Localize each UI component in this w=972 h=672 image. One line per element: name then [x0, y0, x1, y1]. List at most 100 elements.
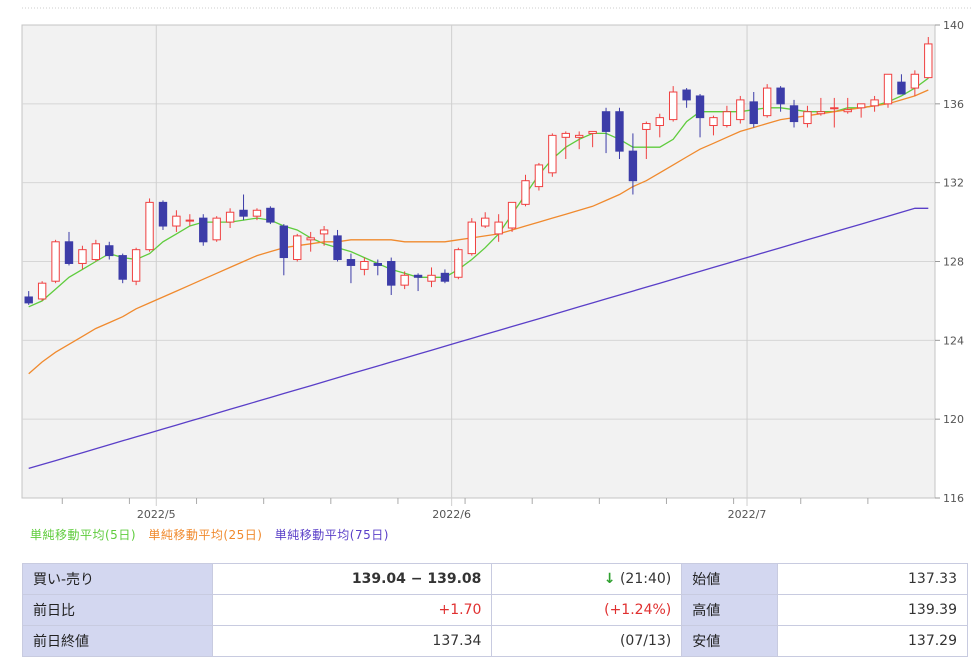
high-value: 139.39 — [777, 594, 968, 626]
candle-body — [373, 262, 382, 266]
legend-ma25: 単純移動平均(25日) — [148, 528, 263, 542]
candle-body — [776, 87, 785, 105]
y-tick-label: 120 — [943, 413, 964, 426]
open-label: 始値 — [681, 563, 779, 595]
candle-body — [360, 261, 369, 270]
candle-body — [870, 99, 879, 107]
candle-body — [319, 229, 329, 235]
prev-date: (07/13) — [491, 625, 683, 657]
candle-body — [387, 261, 396, 286]
candle-body — [225, 211, 235, 223]
open-value: 137.33 — [777, 563, 968, 595]
ma-line-0 — [28, 77, 929, 308]
x-tick-label: 2022/5 — [137, 508, 176, 520]
candle-body — [642, 123, 651, 130]
candle-body — [346, 259, 356, 266]
y-tick-label: 136 — [943, 98, 964, 111]
candle-body — [440, 272, 450, 282]
candle-body — [145, 201, 154, 251]
candle-body — [816, 111, 826, 115]
table-row: 前日終値 137.34 (07/13) 安値 137.29 — [22, 625, 968, 657]
change-label: 前日比 — [22, 594, 213, 626]
candle-body — [803, 111, 812, 125]
candle-body — [158, 201, 168, 227]
candle-body — [454, 249, 463, 278]
x-tick-label: 2022/7 — [728, 508, 767, 520]
candle-body — [91, 243, 101, 261]
low-label: 安値 — [681, 625, 779, 657]
candle-body — [51, 241, 60, 282]
candle-body — [668, 91, 678, 121]
candle-body — [561, 132, 570, 138]
candle-body — [239, 209, 248, 217]
price-chart: 116 120 124 128 132 136 140 2022/5 2022/6 2022/7 — [21, 7, 972, 520]
y-tick-label: 116 — [943, 492, 964, 505]
prev-close-label: 前日終値 — [22, 625, 213, 657]
candle-body — [185, 219, 195, 222]
candle-body — [279, 225, 289, 259]
candle-body — [628, 150, 638, 182]
candle-body — [682, 89, 691, 101]
candle-body — [615, 111, 624, 152]
candle-body — [910, 73, 920, 89]
candle-body — [494, 221, 503, 235]
candle-body — [306, 237, 315, 241]
candle-body — [548, 134, 557, 174]
candle-body — [830, 107, 839, 110]
candle-body — [507, 201, 517, 229]
candle-body — [131, 249, 141, 282]
candle-body — [37, 282, 47, 300]
quote-table: 買い-売り 139.04 − 139.08 ↓ (21:40) 始値 137.3… — [22, 563, 968, 657]
legend-ma5: 単純移動平均(5日) — [30, 528, 136, 542]
candle-body — [199, 217, 208, 243]
legend-ma75: 単純移動平均(75日) — [274, 528, 389, 542]
candle-body — [118, 255, 127, 280]
candle-body — [575, 134, 584, 138]
candle-body — [266, 207, 275, 223]
y-tick-label: 132 — [943, 177, 964, 190]
bid-ask-value: 139.04 − 139.08 — [211, 563, 493, 595]
candle-body — [467, 221, 476, 255]
candle-body — [883, 73, 893, 105]
candle-body — [843, 109, 852, 113]
candle-body — [655, 117, 664, 127]
y-tick-label: 124 — [943, 334, 964, 347]
candle-body — [64, 241, 74, 264]
candle-body — [212, 217, 221, 241]
candle-body — [521, 180, 530, 205]
candle-body — [789, 105, 799, 123]
candle-body — [924, 43, 933, 79]
candle-body — [736, 99, 745, 121]
chart-legend: 単純移動平均(5日) 単純移動平均(25日) 単純移動平均(75日) — [30, 526, 397, 543]
arrow-down-icon: ↓ — [603, 571, 616, 587]
candle-body — [413, 274, 423, 278]
candle-body — [534, 164, 544, 188]
candle-body — [709, 117, 718, 127]
x-tick-label: 2022/6 — [432, 508, 471, 520]
candle-body — [78, 249, 87, 264]
candle-body — [333, 235, 342, 261]
candle-body — [24, 296, 33, 304]
change-value: +1.70 — [211, 594, 493, 626]
table-row: 前日比 +1.70 (+1.24%) 高値 139.39 — [22, 594, 968, 626]
ma-line-1 — [28, 89, 929, 375]
prev-close-value: 137.34 — [211, 625, 493, 657]
candle-body — [172, 215, 181, 227]
y-tick-label: 140 — [943, 19, 964, 32]
low-value: 137.29 — [777, 625, 968, 657]
candle-body — [897, 81, 906, 95]
candle-body — [762, 87, 772, 117]
candle-body — [293, 235, 302, 261]
ma-line-2 — [28, 207, 929, 470]
candle-body — [481, 217, 490, 227]
bid-ask-label: 買い-売り — [22, 563, 213, 595]
candle-body — [252, 209, 262, 217]
candle-body — [695, 95, 705, 119]
candle-body — [427, 274, 436, 282]
candle-body — [588, 130, 597, 134]
candle-body — [722, 111, 732, 127]
table-row: 買い-売り 139.04 − 139.08 ↓ (21:40) 始値 137.3… — [22, 563, 968, 595]
high-label: 高値 — [681, 594, 779, 626]
quote-time-text: (21:40) — [619, 571, 672, 587]
change-pct: (+1.24%) — [491, 594, 683, 626]
